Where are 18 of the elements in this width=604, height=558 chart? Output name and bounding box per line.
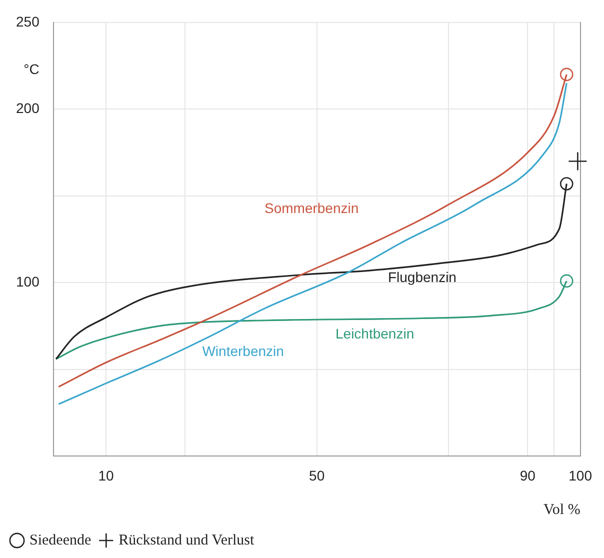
- series-label: Leichtbenzin: [335, 326, 414, 342]
- y-axis-title: °C: [24, 60, 40, 77]
- y-tick-label: 250: [16, 13, 40, 30]
- series-label: Flugbenzin: [388, 269, 456, 286]
- series-label: Winterbenzin: [202, 342, 284, 359]
- point: [568, 152, 588, 171]
- point: [560, 274, 574, 288]
- y-tick-label: 200: [16, 100, 40, 116]
- point: [560, 68, 574, 82]
- legend-label: Siedeende: [30, 532, 92, 548]
- x-tick-label: 50: [309, 467, 325, 484]
- x-tick-label: 90: [520, 467, 536, 484]
- y-tick-label: 100: [16, 274, 40, 290]
- text: Sommerbenzin: [264, 200, 359, 216]
- legend-label: Rückstand und Verlust: [118, 532, 256, 548]
- x-axis-title: Vol %: [544, 502, 580, 518]
- x-tick-label: 10: [98, 467, 114, 484]
- x-tick-label: 100: [568, 467, 592, 484]
